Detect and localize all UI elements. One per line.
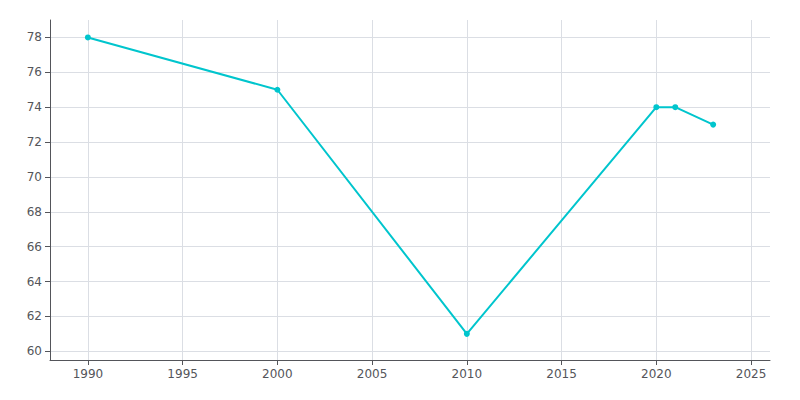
svg-text:62: 62 xyxy=(27,309,42,323)
svg-text:74: 74 xyxy=(27,100,42,114)
svg-text:78: 78 xyxy=(27,30,42,44)
svg-text:2010: 2010 xyxy=(452,367,483,381)
svg-text:2020: 2020 xyxy=(641,367,672,381)
svg-text:70: 70 xyxy=(27,170,42,184)
svg-text:68: 68 xyxy=(27,205,42,219)
svg-text:2005: 2005 xyxy=(357,367,388,381)
svg-text:76: 76 xyxy=(27,65,42,79)
svg-text:60: 60 xyxy=(27,344,42,358)
svg-text:1990: 1990 xyxy=(73,367,104,381)
svg-text:2015: 2015 xyxy=(546,367,577,381)
svg-text:66: 66 xyxy=(27,240,42,254)
svg-text:64: 64 xyxy=(27,275,42,289)
svg-text:2000: 2000 xyxy=(262,367,293,381)
svg-text:72: 72 xyxy=(27,135,42,149)
svg-text:1995: 1995 xyxy=(167,367,198,381)
svg-text:2025: 2025 xyxy=(736,367,767,381)
